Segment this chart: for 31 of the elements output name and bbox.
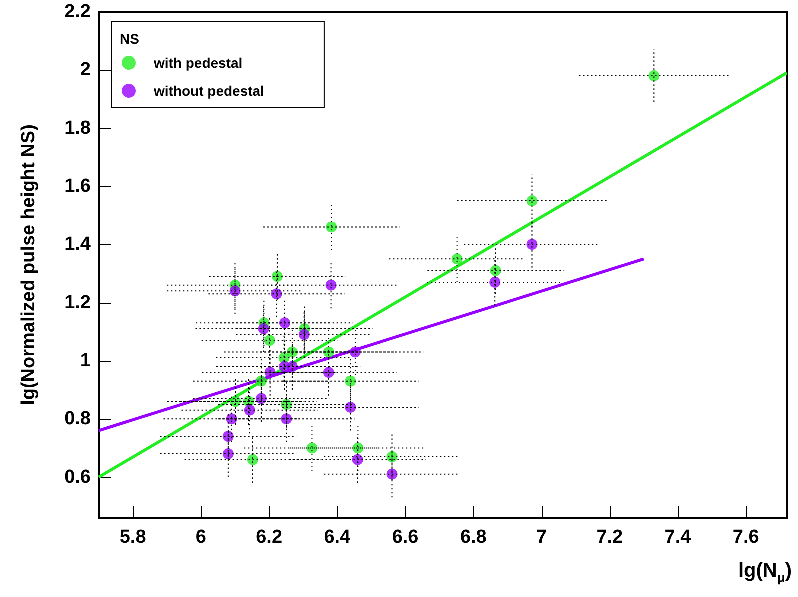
y-tick-label: 1.2 [64,292,91,314]
y-tick-label: 1.4 [64,234,92,256]
x-axis-title: lg(N$_{μ}$) [738,560,792,585]
x-tick-label: 5.8 [120,527,146,548]
y-tick-label: 1.6 [64,176,91,197]
y-tick-label: 1.8 [64,118,91,139]
x-tick-label: 6.6 [392,527,419,548]
legend-label: with pedestal [153,55,243,71]
x-tick-label: 6.4 [324,527,352,548]
x-tick-label: 7.6 [732,527,760,548]
y-tick-label: 2.2 [64,2,91,22]
x-tick-label: 6.2 [256,527,283,548]
x-tick-label: 7 [536,527,548,548]
x-tick-label: 6.8 [460,527,487,548]
point [648,70,660,82]
point [326,280,337,291]
point [452,254,463,265]
y-tick-label: 1 [80,350,92,372]
legend-label: without pedestal [153,83,264,99]
point [247,454,258,466]
x-tick-label: 7.4 [664,527,692,548]
y-axis-title: lg(Normalized pulse height NS) [18,124,40,406]
x-tick-label: 6 [196,527,206,548]
x-tick-label: 7.2 [596,527,624,548]
y-tick-label: 0.6 [64,466,91,488]
legend-title: NS [120,31,140,47]
point [526,196,538,207]
point [264,335,276,346]
y-tick-label: 2 [80,60,91,81]
point [326,222,338,233]
y-tick-label: 0.8 [64,408,91,430]
